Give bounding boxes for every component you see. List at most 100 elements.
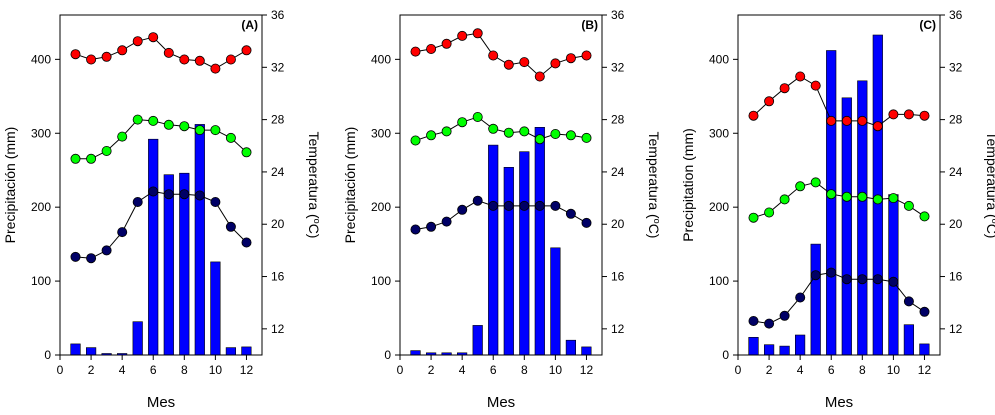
y2-tick-label: 36: [611, 8, 625, 22]
temperature-point: [779, 310, 790, 321]
panel-label: (C): [919, 18, 936, 32]
precipitation-bar: [919, 343, 930, 356]
y2-axis-label-prefix: Temperatura (: [984, 132, 995, 219]
plot-frame: [737, 14, 941, 356]
precipitation-bar: [810, 243, 821, 356]
temperature-point: [810, 177, 821, 188]
y-tick-label: 400: [371, 52, 391, 66]
x-tick-label: 10: [209, 363, 223, 377]
temperature-point: [810, 270, 821, 281]
temperature-point: [488, 200, 499, 211]
temperature-point: [795, 71, 806, 82]
temperature-point: [581, 132, 592, 143]
temperature-line: [75, 190, 247, 259]
y2-axis-label-degree: o: [312, 219, 322, 224]
y2-axis-label-suffix: C): [646, 224, 662, 239]
temperature-point: [748, 212, 759, 223]
temperature-point: [550, 128, 561, 139]
chart-panel-3: 0 2 4 6 8 10 12010020030040012162024283236(C)M…: [680, 8, 995, 411]
temperature-point: [534, 134, 545, 145]
temperature-point: [86, 54, 97, 65]
temperature-point: [888, 109, 899, 120]
y2-tick-label: 32: [949, 60, 963, 74]
y2-tick-label: 20: [271, 217, 285, 231]
precipitation-bar: [763, 344, 775, 356]
temperature-point: [441, 126, 452, 137]
precipitation-bar: [794, 334, 806, 356]
temperature-point: [86, 253, 97, 264]
y-tick-label: 100: [31, 274, 51, 288]
y2-tick-label: 28: [949, 113, 963, 127]
temperature-point: [472, 28, 483, 39]
temperature-point: [534, 71, 545, 82]
temperature-point: [519, 126, 530, 137]
temperature-point: [841, 274, 852, 285]
temperature-point: [841, 115, 852, 126]
y-tick-label: 0: [384, 348, 391, 362]
temperature-line: [415, 200, 587, 230]
temperature-point: [117, 227, 128, 238]
temperature-point: [919, 306, 930, 317]
y-axis-label: Precipitación (mm): [2, 127, 18, 244]
temperature-point: [194, 190, 205, 201]
temperature-point: [795, 181, 806, 192]
temperature-point: [565, 130, 576, 141]
x-tick-label: 2: [428, 363, 435, 377]
temperature-point: [101, 145, 112, 156]
temperature-point: [857, 191, 868, 202]
temperature-point: [441, 216, 452, 227]
temperature-point: [163, 47, 174, 58]
y2-axis-label-degree: o: [652, 219, 662, 224]
temperature-point: [101, 245, 112, 256]
y-tick-label: 0: [722, 348, 729, 362]
y-tick-label: 200: [709, 200, 729, 214]
temperature-point: [210, 196, 221, 207]
temperature-point: [194, 125, 205, 136]
y2-axis-label: Temperatura (oC): [306, 132, 322, 239]
temperature-point: [457, 117, 468, 128]
temperature-point: [903, 200, 914, 211]
y2-tick-label: 36: [271, 8, 285, 22]
precipitation-bar: [581, 346, 592, 356]
temperature-point: [764, 318, 775, 329]
temperature-point: [179, 121, 190, 132]
x-tick-label: 12: [580, 363, 594, 377]
temperature-point: [70, 251, 81, 262]
temperature-point: [888, 193, 899, 204]
precipitation-bar: [534, 127, 545, 356]
temperature-point: [919, 211, 930, 222]
precipitation-bar: [779, 345, 790, 356]
temperature-point: [426, 44, 437, 55]
y2-tick-label: 32: [271, 60, 285, 74]
y2-tick-label: 20: [949, 217, 963, 231]
x-tick-label: 6: [828, 363, 835, 377]
temperature-point: [748, 110, 759, 121]
precipitation-bar: [841, 97, 852, 356]
temperature-line: [415, 32, 587, 78]
temperature-line: [75, 119, 247, 160]
y-axis-label: Precipitación (mm): [342, 127, 358, 244]
temperature-point: [426, 221, 437, 232]
temperature-point: [163, 119, 174, 130]
precipitation-bar: [194, 124, 205, 356]
y2-tick-label: 24: [611, 165, 625, 179]
precipitation-bar: [210, 261, 221, 356]
x-tick-label: 8: [181, 363, 188, 377]
temperature-point: [457, 30, 468, 41]
temperature-point: [826, 115, 837, 126]
y2-axis-label-degree: o: [990, 219, 995, 224]
precipitation-bar: [148, 138, 159, 356]
temperature-point: [519, 200, 530, 211]
y-tick-label: 300: [31, 126, 51, 140]
x-tick-label: 10: [549, 363, 563, 377]
x-tick-label: 10: [887, 363, 901, 377]
precipitation-bar: [86, 347, 97, 356]
temperature-point: [241, 237, 252, 248]
temperature-point: [210, 63, 221, 74]
temperature-point: [70, 153, 81, 164]
temperature-point: [441, 38, 452, 49]
x-axis-label: Mes: [147, 394, 175, 411]
precipitation-bar: [488, 144, 499, 356]
plot-frame: [59, 14, 263, 356]
